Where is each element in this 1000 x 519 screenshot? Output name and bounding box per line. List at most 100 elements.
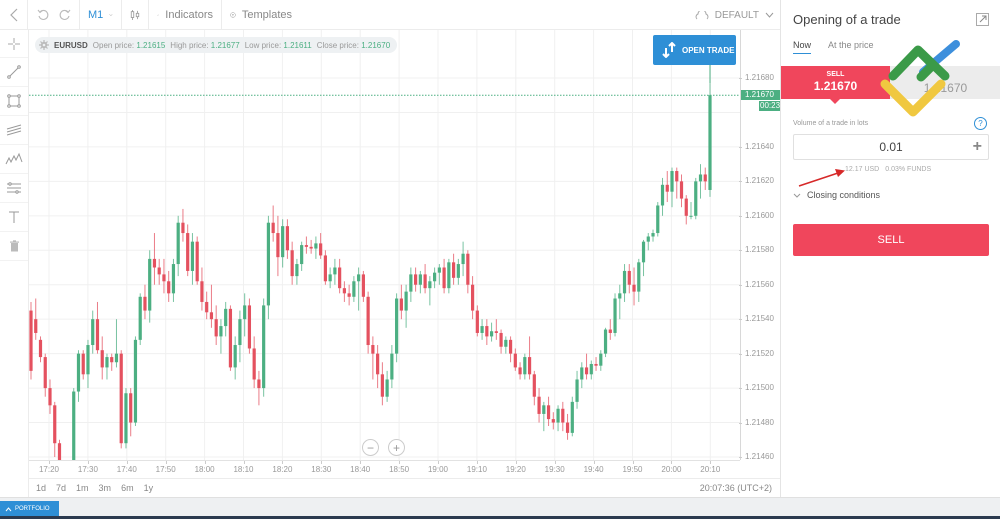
zoom-in-button[interactable]: + bbox=[388, 439, 405, 456]
pattern-tool[interactable] bbox=[0, 145, 28, 174]
time-tick: 17:50 bbox=[155, 461, 176, 474]
chevron-up-icon bbox=[5, 506, 12, 511]
rectangle-tool[interactable] bbox=[0, 87, 28, 116]
period-1y[interactable]: 1y bbox=[143, 483, 154, 493]
undo-icon[interactable] bbox=[37, 9, 49, 21]
time-tick: 20:10 bbox=[700, 461, 721, 474]
timeframe-label: M1 bbox=[88, 8, 104, 21]
sell-label: SELL bbox=[826, 71, 845, 78]
tab-now[interactable]: Now bbox=[793, 40, 812, 54]
price-tick: 1.21500 bbox=[739, 383, 774, 393]
candlestick-icon bbox=[130, 9, 140, 20]
fibonacci-tool[interactable] bbox=[0, 174, 28, 203]
sell-button[interactable]: SELL bbox=[793, 224, 989, 256]
order-type-tabs: Now At the price bbox=[793, 40, 874, 54]
trash-icon bbox=[9, 240, 19, 252]
period-1d[interactable]: 1d bbox=[36, 483, 47, 493]
close-price-label: Close price: 1.21670 bbox=[316, 40, 391, 50]
time-tick: 19:40 bbox=[583, 461, 604, 474]
annotation-arrow-icon bbox=[798, 169, 845, 187]
margin-usd: 12.17 USD bbox=[845, 166, 880, 173]
chevron-down-icon bbox=[765, 12, 774, 18]
period-3m[interactable]: 3m bbox=[98, 483, 112, 493]
chevron-down-icon bbox=[793, 193, 801, 198]
price-tick: 1.21640 bbox=[739, 141, 774, 151]
help-icon[interactable]: ? bbox=[974, 117, 987, 130]
indicators-button[interactable]: Indicators bbox=[149, 0, 222, 30]
sell-price-box[interactable]: SELL 1.21670 bbox=[781, 66, 890, 104]
sell-price: 1.21670 bbox=[813, 79, 858, 93]
volume-label: Volume of a trade in lots bbox=[793, 120, 869, 127]
time-tick: 18:20 bbox=[272, 461, 293, 474]
closing-conditions-toggle[interactable]: Closing conditions bbox=[793, 190, 880, 200]
increase-volume-button[interactable]: + bbox=[972, 138, 982, 155]
undo-redo-group bbox=[28, 0, 80, 30]
period-7d[interactable]: 7d bbox=[56, 483, 67, 493]
trendline-icon bbox=[7, 65, 21, 79]
back-button[interactable] bbox=[0, 0, 28, 30]
volume-input-box: + bbox=[793, 134, 989, 160]
time-tick: 19:20 bbox=[505, 461, 526, 474]
theme-select[interactable]: DEFAULT bbox=[695, 0, 774, 30]
trade-arrows-icon bbox=[662, 42, 676, 58]
time-tick: 19:10 bbox=[466, 461, 487, 474]
price-tick: 1.21560 bbox=[739, 279, 774, 289]
time-tick: 18:30 bbox=[311, 461, 332, 474]
timeframe-select[interactable]: M1 bbox=[80, 0, 122, 30]
chart-type-button[interactable] bbox=[122, 0, 149, 30]
channel-tool[interactable] bbox=[0, 116, 28, 145]
price-tick: 1.21620 bbox=[739, 176, 774, 186]
price-tick: 1.21600 bbox=[739, 210, 774, 220]
time-tick: 17:40 bbox=[116, 461, 137, 474]
time-tick: 20:00 bbox=[661, 461, 682, 474]
time-tick: 17:20 bbox=[38, 461, 60, 474]
redo-icon[interactable] bbox=[59, 9, 71, 21]
open-trade-button[interactable]: OPEN TRADE bbox=[653, 35, 736, 65]
price-tick: 1.21460 bbox=[739, 452, 774, 461]
candle-countdown: 00:23 bbox=[759, 101, 781, 112]
text-tool[interactable] bbox=[0, 203, 28, 232]
text-icon bbox=[9, 211, 19, 223]
delete-drawings-button[interactable] bbox=[0, 232, 28, 261]
trendline-tool[interactable] bbox=[0, 58, 28, 87]
time-tick: 17:30 bbox=[77, 461, 98, 474]
open-trade-label: OPEN TRADE bbox=[682, 45, 735, 55]
period-6m[interactable]: 6m bbox=[121, 483, 134, 493]
crosshair-icon bbox=[8, 37, 20, 50]
candlestick-chart[interactable] bbox=[29, 30, 740, 460]
ohlc-info-bar: EURUSD Open price: 1.21615 High price: 1… bbox=[35, 37, 397, 53]
chevron-down-icon bbox=[109, 13, 113, 16]
time-tick: 19:50 bbox=[622, 461, 643, 474]
templates-icon bbox=[230, 11, 236, 18]
templates-label: Templates bbox=[241, 8, 292, 21]
period-bar: 1d 7d 1m 3m 6m 1y 20:07:36 (UTC+2) bbox=[29, 478, 780, 497]
panel-title: Opening of a trade bbox=[793, 12, 901, 27]
zoom-out-button[interactable]: − bbox=[362, 439, 379, 456]
current-price-label: 1.21670 bbox=[741, 90, 781, 101]
chart-toolbar: M1 Indicators Templates DEFAULT bbox=[0, 0, 780, 30]
price-axis[interactable]: 1.21680 1.21640 1.21620 1.21600 1.21580 1.215… bbox=[739, 30, 781, 461]
portfolio-tab[interactable]: PORTFOLIO bbox=[0, 501, 59, 517]
tab-at-the-price[interactable]: At the price bbox=[828, 40, 874, 50]
time-tick: 19:00 bbox=[427, 461, 449, 474]
time-axis[interactable]: 17:20 17:30 17:40 17:50 18:00 18:10 18:20 18:30… bbox=[29, 460, 740, 478]
parallel-channel-icon bbox=[6, 124, 22, 136]
margin-funds: 0.03% FUNDS bbox=[885, 166, 932, 173]
expand-icon[interactable] bbox=[976, 13, 989, 26]
high-price-label: High price: 1.21677 bbox=[170, 40, 240, 50]
crosshair-tool[interactable] bbox=[0, 30, 28, 58]
volume-input[interactable] bbox=[794, 135, 988, 159]
chevron-left-icon bbox=[9, 8, 17, 21]
period-1m[interactable]: 1m bbox=[76, 483, 89, 493]
open-price-label: Open price: 1.21615 bbox=[92, 40, 166, 50]
theme-label: DEFAULT bbox=[714, 9, 759, 21]
wave-pattern-icon bbox=[5, 152, 23, 165]
templates-button[interactable]: Templates bbox=[222, 0, 300, 30]
settings-gear-icon[interactable] bbox=[39, 40, 49, 50]
minus-icon: − bbox=[366, 440, 374, 455]
drawing-tools bbox=[0, 30, 29, 261]
plus-icon: + bbox=[392, 440, 400, 455]
closing-conditions-label: Closing conditions bbox=[807, 190, 881, 200]
server-clock: 20:07:36 (UTC+2) bbox=[699, 483, 772, 493]
price-tick: 1.21680 bbox=[739, 73, 774, 82]
